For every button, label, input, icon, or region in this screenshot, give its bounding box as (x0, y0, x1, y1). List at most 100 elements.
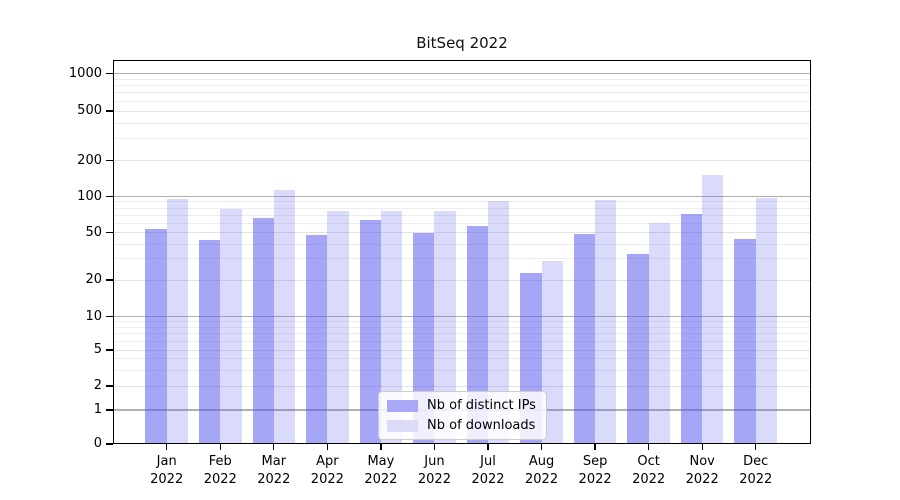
gridline-500 (113, 110, 811, 112)
bar-distinct-ips-jan (145, 228, 167, 444)
y-tick-label-1: 1 (93, 402, 102, 417)
y-tick-1 (106, 409, 113, 411)
bar-distinct-ips-sep (573, 233, 596, 444)
x-tick-year: 2022 (150, 471, 184, 487)
x-tick-month: Feb (208, 454, 232, 469)
y-tick-label-5: 5 (93, 342, 102, 357)
bar-distinct-ips-dec (734, 239, 756, 444)
bar-distinct-ips-mar (252, 218, 274, 444)
legend-swatch-downloads (387, 419, 418, 432)
bar-downloads-jun (434, 211, 456, 444)
bar-downloads-sep (595, 200, 617, 444)
y-tick-label-500: 500 (77, 103, 102, 118)
gridline-minor-80 (113, 207, 811, 209)
x-tick-label-nov: Nov 2022 (672, 453, 732, 488)
gridline-minor-8 (113, 326, 811, 328)
x-tick-mar (273, 444, 275, 450)
x-tick-month: Nov (689, 454, 715, 469)
gridline-minor-30 (113, 258, 811, 260)
legend-label-distinct-ips: Nb of distinct IPs (427, 398, 536, 413)
chart-title: BitSeq 2022 (416, 34, 508, 52)
x-tick-label-dec: Dec 2022 (726, 453, 786, 488)
x-tick-label-feb: Feb 2022 (190, 453, 250, 488)
x-tick-month: Mar (261, 454, 287, 469)
gridline-minor-40 (113, 243, 811, 245)
x-tick-feb (219, 444, 221, 450)
gridline-minor-6 (113, 340, 811, 342)
x-tick-may (380, 444, 382, 450)
legend-swatch-distinct-ips (387, 399, 418, 412)
x-tick-jul (487, 444, 489, 450)
x-tick-month: Oct (637, 454, 660, 469)
bar-downloads-nov (702, 174, 724, 444)
x-tick-year: 2022 (632, 471, 666, 487)
x-tick-aug (540, 444, 543, 450)
bar-downloads-apr (327, 211, 349, 444)
x-tick-year: 2022 (578, 471, 612, 487)
legend-item-distinct-ips: Nb of distinct IPs (387, 398, 536, 413)
x-tick-year: 2022 (417, 471, 451, 487)
gridline-minor-4 (113, 358, 811, 360)
x-tick-label-jan: Jan 2022 (137, 453, 197, 488)
x-tick-month: Jul (480, 454, 496, 469)
plot-area (113, 60, 811, 444)
x-tick-month: Aug (528, 454, 555, 469)
gridline-minor-300 (113, 138, 811, 140)
bar-downloads-may (380, 210, 403, 444)
y-tick-200 (106, 159, 113, 162)
gridline-200 (113, 160, 811, 161)
x-tick-dec (755, 444, 757, 450)
gridline-decade-100 (113, 195, 811, 198)
x-tick-year: 2022 (471, 471, 505, 487)
bar-distinct-ips-oct (627, 254, 649, 444)
x-tick-year: 2022 (203, 471, 237, 487)
y-tick-0 (106, 443, 113, 445)
x-tick-year: 2022 (525, 471, 559, 487)
gridline-minor-700 (113, 92, 811, 94)
x-tick-year: 2022 (739, 471, 773, 487)
x-tick-jun (433, 444, 436, 450)
gridline-minor-900 (113, 78, 811, 80)
bar-downloads-jan (166, 198, 188, 444)
x-tick-oct (648, 444, 650, 450)
legend-label-downloads: Nb of downloads (427, 418, 536, 433)
legend-item-downloads: Nb of downloads (387, 418, 536, 433)
x-tick-year: 2022 (364, 471, 398, 487)
y-tick-label-200: 200 (77, 152, 102, 168)
bar-downloads-jul (488, 201, 510, 444)
x-tick-label-oct: Oct 2022 (619, 453, 679, 488)
x-tick-label-jun: Jun 2022 (404, 453, 464, 488)
gridline-20 (113, 279, 811, 281)
y-tick-label-20: 20 (85, 272, 102, 287)
bar-downloads-feb (220, 209, 242, 444)
gridline-decade-1000 (113, 72, 811, 75)
y-tick-label-100: 100 (77, 188, 102, 204)
bar-distinct-ips-feb (198, 240, 221, 444)
gridline-decade-10 (113, 315, 811, 318)
gridline-minor-60 (113, 222, 811, 224)
x-tick-label-aug: Aug 2022 (512, 453, 572, 488)
bar-distinct-ips-may (359, 219, 381, 444)
x-tick-month: Apr (316, 454, 339, 469)
bar-distinct-ips-apr (306, 234, 328, 444)
x-tick-month: Sep (582, 454, 608, 469)
y-tick-20 (106, 279, 113, 281)
x-tick-label-sep: Sep 2022 (565, 453, 625, 488)
gridline-minor-600 (113, 100, 811, 102)
bar-downloads-oct (648, 223, 670, 444)
gridline-minor-90 (113, 201, 811, 203)
gridline-minor-400 (113, 122, 811, 124)
gridline-minor-3 (113, 369, 811, 371)
y-tick-1000 (106, 72, 113, 75)
gridline-minor-800 (113, 85, 811, 87)
x-tick-year: 2022 (310, 471, 344, 487)
legend: Nb of distinct IPs Nb of downloads (378, 391, 547, 440)
y-tick-label-0: 0 (93, 436, 102, 451)
y-tick-50 (106, 231, 113, 234)
gridline-50 (113, 232, 811, 233)
gridline-minor-70 (113, 214, 811, 216)
gridline-minor-7 (113, 333, 811, 335)
gridline-2 (113, 385, 811, 387)
x-tick-label-may: May 2022 (351, 453, 411, 488)
